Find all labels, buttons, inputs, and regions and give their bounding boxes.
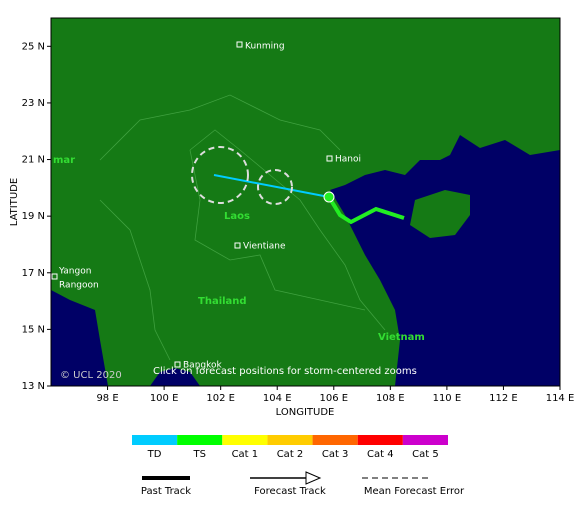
- map-frame: [50, 17, 561, 387]
- x-tick-label: 110 E: [433, 393, 462, 404]
- y-tick-label: 21 N: [22, 155, 45, 166]
- legend-swatch: [177, 435, 223, 445]
- city-label: Bangkok: [183, 361, 223, 371]
- storm-position[interactable]: [323, 191, 335, 203]
- country-label: mar: [53, 155, 75, 166]
- x-axis-label: LONGITUDE: [276, 407, 335, 418]
- sea: [330, 135, 560, 386]
- borders: [99, 94, 386, 361]
- x-tick-label: 98 E: [96, 393, 118, 404]
- sea: [51, 290, 108, 386]
- y-axis-label: LATITUDE: [9, 178, 20, 226]
- legend-label: Cat 3: [322, 449, 349, 460]
- legend-swatch: [402, 435, 448, 445]
- x-tick-label: 114 E: [546, 393, 575, 404]
- legend-swatch: [312, 435, 358, 445]
- error-circle[interactable]: [257, 169, 293, 205]
- legend-swatch: [132, 435, 178, 445]
- x-tick-label: 102 E: [206, 393, 235, 404]
- legend-label: Forecast Track: [254, 486, 326, 497]
- legend-label: Mean Forecast Error: [364, 486, 465, 497]
- cities: Kunming Hanoi Vientiane Bangkok Yangon R…: [51, 41, 425, 371]
- sea: [150, 368, 200, 386]
- legend-label: TS: [192, 449, 205, 460]
- y-tick-label: 25 N: [22, 41, 45, 52]
- y-tick-label: 17 N: [22, 268, 45, 279]
- city-marker: [174, 361, 181, 368]
- legend-swatch: [222, 435, 268, 445]
- x-tick-label: 108 E: [376, 393, 405, 404]
- x-tick-label: 100 E: [150, 393, 179, 404]
- country-label: Laos: [224, 211, 250, 222]
- x-tick-label: 104 E: [263, 393, 292, 404]
- y-tick-label: 23 N: [22, 98, 45, 109]
- y-tick-label: 15 N: [22, 324, 45, 335]
- country-label: Vietnam: [378, 332, 425, 343]
- legend-swatch: [267, 435, 313, 445]
- error-circle[interactable]: [191, 146, 249, 204]
- y-tick-label: 13 N: [22, 381, 45, 392]
- city-marker: [236, 41, 243, 48]
- hainan: [410, 190, 470, 238]
- copyright: © UCL 2020: [60, 370, 122, 381]
- past-track: [327, 195, 405, 225]
- city-label: Yangon: [58, 267, 91, 277]
- city-marker: [234, 242, 241, 249]
- city-label: Vientiane: [243, 242, 286, 252]
- legend-label: Cat 1: [232, 449, 259, 460]
- legend-label: TD: [147, 449, 162, 460]
- hint: Click on forecast positions for storm-ce…: [153, 366, 417, 377]
- legend-label: Past Track: [141, 486, 191, 497]
- city-label: Kunming: [245, 42, 285, 52]
- legend-label: Cat 5: [412, 449, 439, 460]
- city-marker: [51, 273, 58, 280]
- x-tick-label: 106 E: [319, 393, 348, 404]
- legend-arrow: [305, 471, 322, 485]
- x-tick-label: 112 E: [489, 393, 518, 404]
- city-label: Hanoi: [335, 155, 361, 165]
- city-label: Rangoon: [59, 281, 99, 291]
- legend-label: Cat 2: [277, 449, 304, 460]
- city-marker: [326, 155, 333, 162]
- y-tick-label: 19 N: [22, 211, 45, 222]
- legend-swatch: [357, 435, 403, 445]
- legend-label: Cat 4: [367, 449, 394, 460]
- forecast-track: [213, 174, 330, 198]
- country-label: Thailand: [198, 296, 247, 307]
